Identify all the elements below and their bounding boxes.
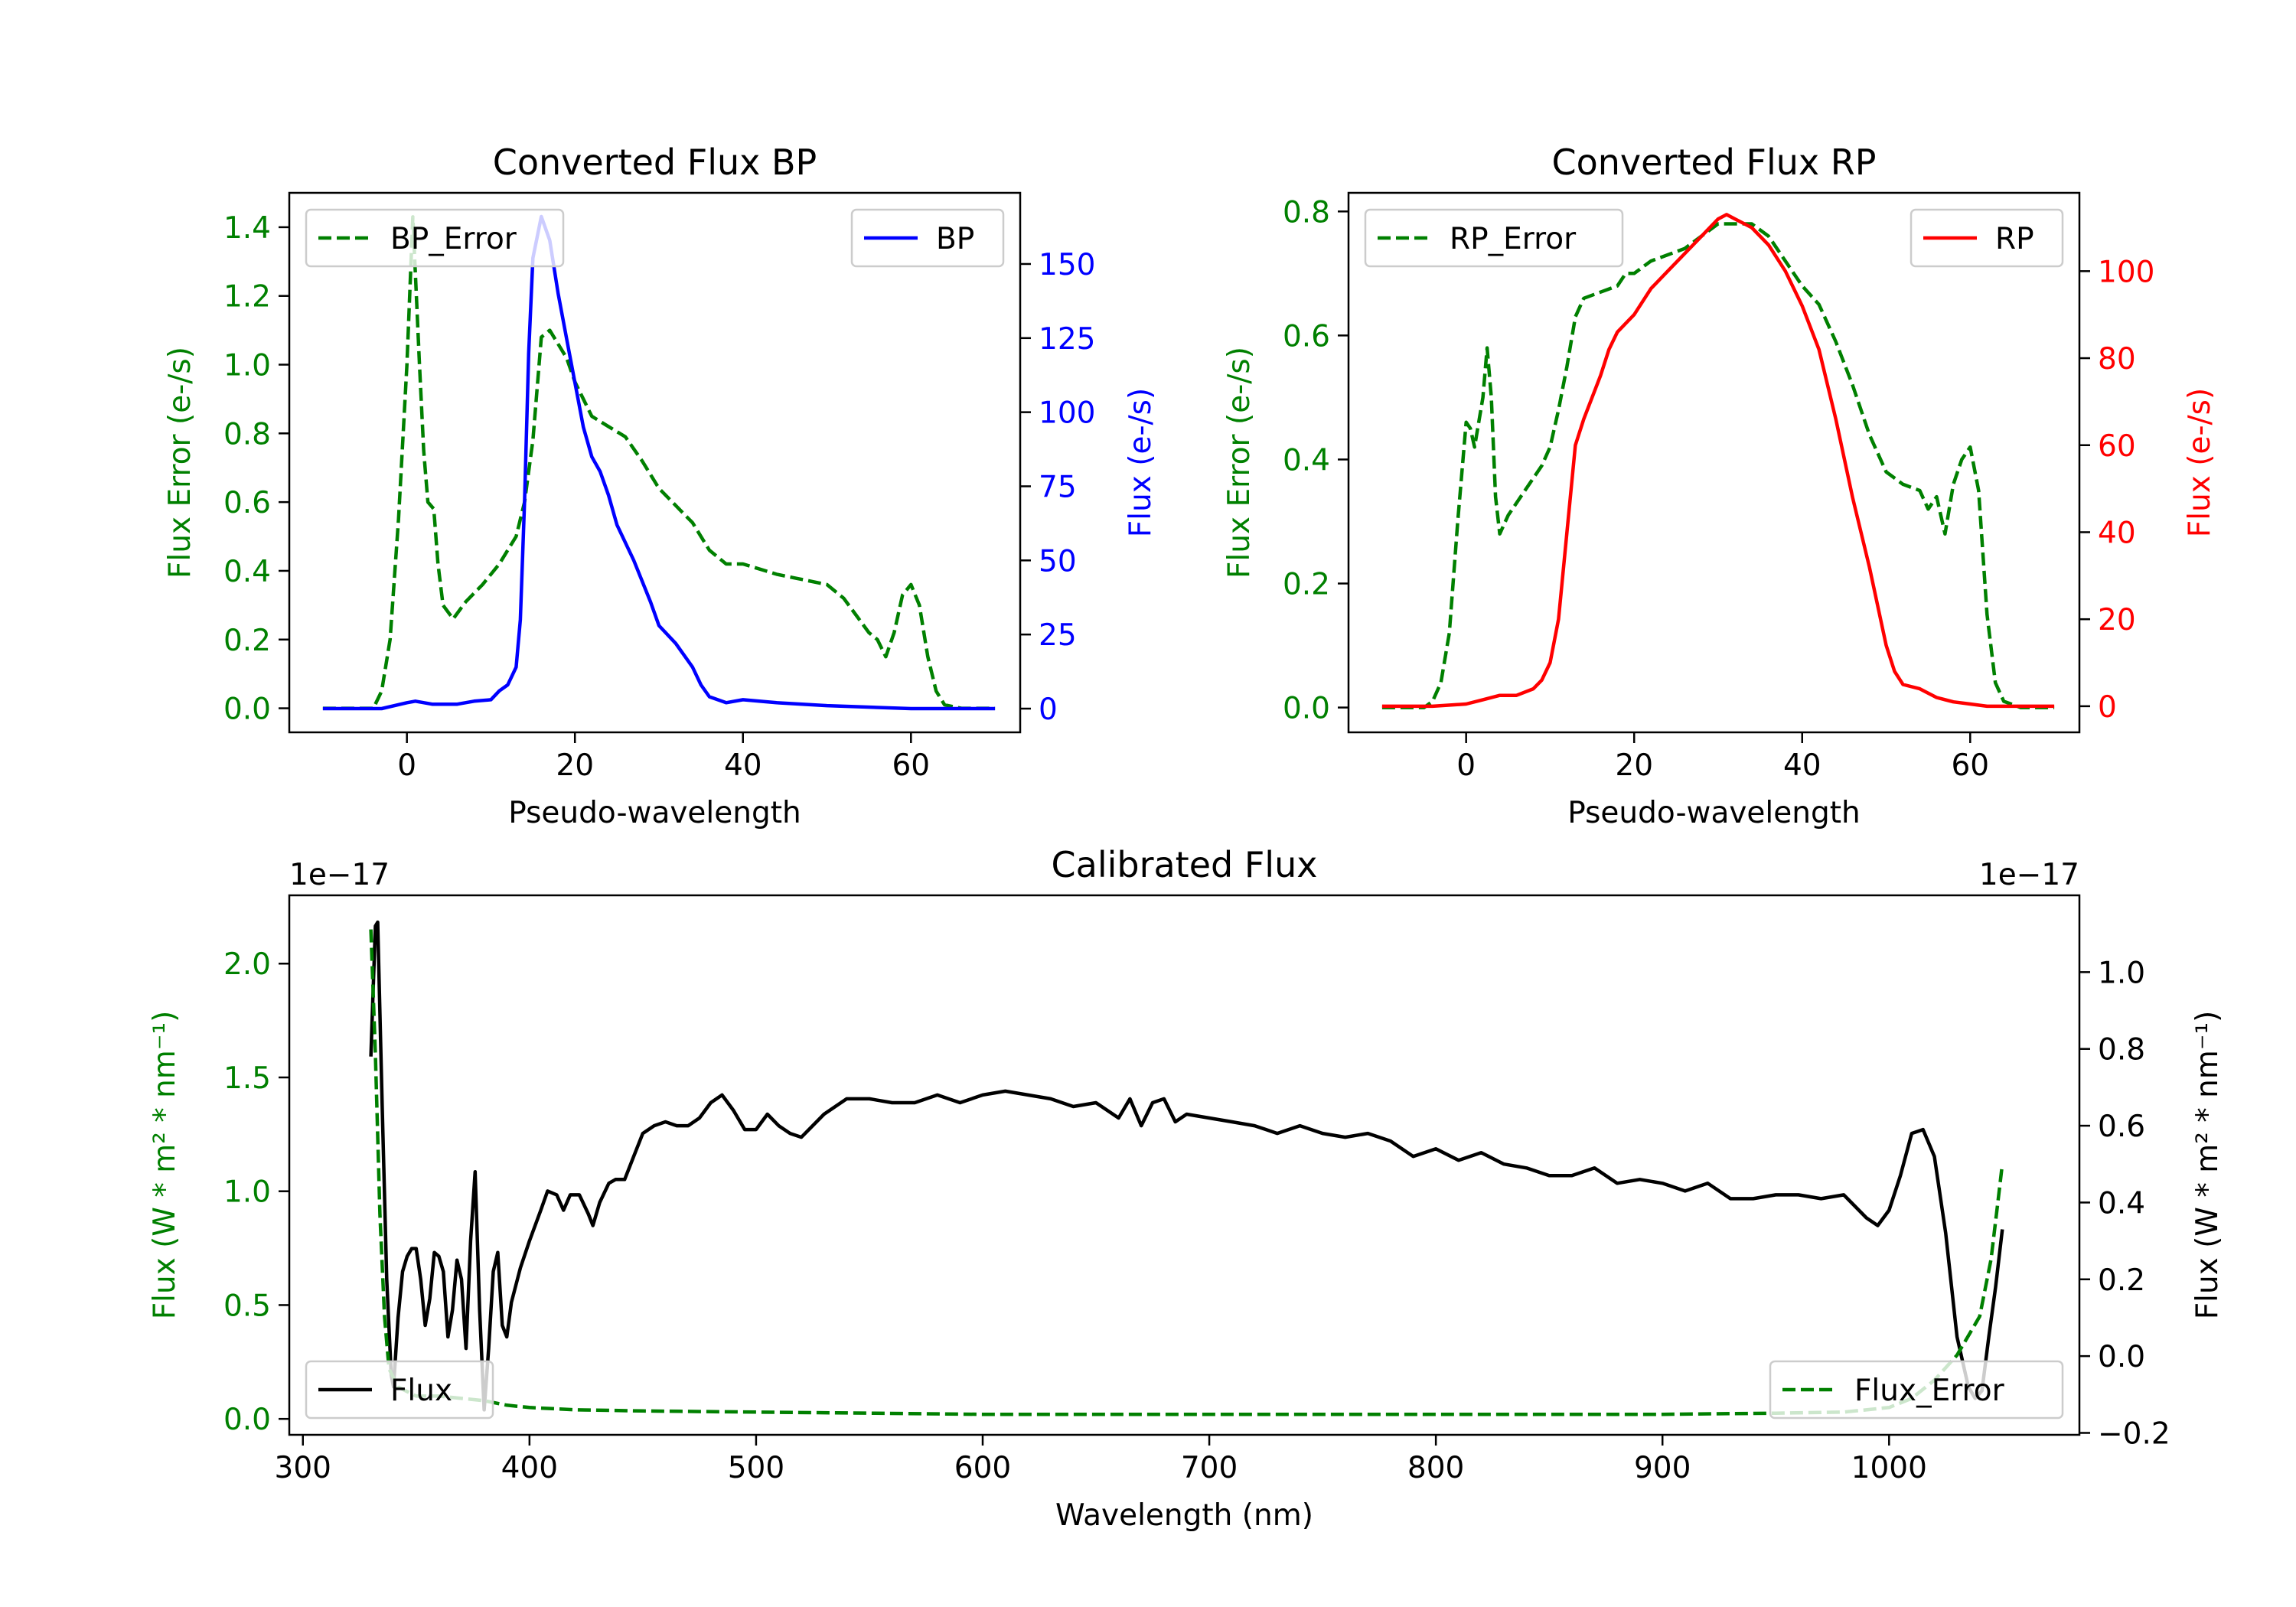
plot-frame (1347, 191, 2081, 734)
left-axis-label: Flux Error (e-/s) (163, 347, 197, 579)
legend-box (850, 208, 1005, 268)
right-tick-label: −0.2 (2098, 1416, 2170, 1451)
left-tick-label: 0.4 (1283, 443, 1330, 478)
left-tick-label: 0.6 (1283, 319, 1330, 354)
x-tick-label: 300 (275, 1451, 331, 1485)
legend-box (1364, 208, 1624, 268)
left-tick-label: 0.8 (1283, 195, 1330, 230)
left-tick-label: 0.8 (223, 417, 271, 451)
x-tick-label: 60 (1951, 748, 1989, 783)
right-tick-label: 0 (2098, 690, 2117, 725)
right-axis-label: Flux (e-/s) (2183, 388, 2217, 537)
x-tick-label: 40 (1783, 748, 1821, 783)
legend-box (305, 1360, 494, 1420)
left-tick-label: 0.6 (223, 486, 271, 520)
x-tick-label: 1000 (1851, 1451, 1927, 1485)
panel-bp: 0 20 40 60 0.0 0.2 0.4 0.6 0.8 1.0 1.2 1.4 0 25 50 75 10… (163, 142, 1158, 830)
x-tick-label: 20 (1615, 748, 1653, 783)
legend-rp: RP (1910, 208, 2064, 268)
x-tick-label: 0 (397, 748, 416, 783)
right-tick-label: 125 (1039, 322, 1095, 357)
right-exponent-label: 1e−17 (1979, 858, 2079, 892)
right-tick-label: 0.2 (2098, 1263, 2145, 1298)
right-tick-label: 25 (1039, 618, 1077, 653)
x-axis-label: Pseudo-wavelength (508, 796, 801, 830)
series-line-rp (1381, 213, 2055, 709)
left-tick-label: 2.0 (223, 947, 271, 982)
x-tick-label: 700 (1181, 1451, 1238, 1485)
left-tick-label: 0.0 (223, 693, 271, 727)
right-tick-label: 40 (2098, 516, 2136, 550)
right-tick-label: 100 (2098, 255, 2154, 289)
left-tick-label: 0.5 (223, 1289, 271, 1323)
left-tick-label: 1.0 (223, 1175, 271, 1210)
left-tick-label: 1.4 (223, 211, 271, 246)
plot-frame (288, 894, 2081, 1436)
right-tick-label: 0.4 (2098, 1186, 2145, 1221)
right-tick-label: 0.8 (2098, 1033, 2145, 1068)
x-tick-label: 40 (724, 748, 762, 783)
x-tick-label: 20 (556, 748, 594, 783)
panel-rp: 0 20 40 60 0.0 0.2 0.4 0.6 0.8 0 20 40 60 80 100 Conver… (1222, 142, 2217, 830)
legend-flux-error: Flux_Error (1769, 1360, 2064, 1420)
left-axis-label: Flux Error (e-/s) (1222, 347, 1257, 579)
left-axis-label: Flux (W * m² * nm⁻¹) (148, 1011, 182, 1320)
legend-label: RP_Error (1450, 222, 1577, 256)
series-line-flux (369, 920, 2004, 1412)
legend-box (1769, 1360, 2064, 1420)
x-axis-label: Pseudo-wavelength (1567, 796, 1860, 830)
left-tick-label: 0.0 (223, 1403, 271, 1437)
right-tick-label: 1.0 (2098, 956, 2145, 990)
left-tick-label: 0.2 (223, 624, 271, 658)
right-tick-label: 0.6 (2098, 1110, 2145, 1144)
left-tick-label: 0.0 (1283, 692, 1330, 726)
legend-label: RP (1995, 222, 2034, 256)
right-tick-label: 100 (1039, 396, 1095, 431)
chart-title: Converted Flux RP (1552, 142, 1877, 183)
panel-cal: 300 400 500 600 700 800 900 1000 0.0 0.5 1.0 1.5 2.0… (148, 844, 2225, 1533)
legend-box (305, 208, 565, 268)
x-tick-label: 600 (954, 1451, 1011, 1485)
right-tick-label: 0 (1039, 693, 1058, 727)
left-tick-label: 1.0 (223, 349, 271, 383)
left-tick-label: 1.5 (223, 1061, 271, 1096)
legend-label: BP (936, 222, 974, 256)
chart-title: Calibrated Flux (1052, 844, 1318, 885)
x-tick-label: 60 (892, 748, 930, 783)
left-tick-label: 1.2 (223, 280, 271, 315)
legend-label: Flux (390, 1374, 452, 1408)
x-axis-label: Wavelength (nm) (1055, 1498, 1313, 1533)
series-line-bp (322, 214, 996, 711)
legend-bp: BP (850, 208, 1005, 268)
left-tick-label: 0.4 (223, 555, 271, 589)
x-tick-label: 900 (1634, 1451, 1691, 1485)
x-tick-label: 400 (501, 1451, 558, 1485)
right-tick-label: 75 (1039, 470, 1077, 504)
legend-bp-error: BP_Error (305, 208, 565, 268)
x-tick-label: 800 (1407, 1451, 1464, 1485)
right-tick-label: 20 (2098, 603, 2136, 637)
legend-label: Flux_Error (1854, 1374, 2005, 1408)
series-line-bp-error (322, 215, 996, 710)
right-axis-label: Flux (e-/s) (1124, 388, 1158, 537)
left-exponent-label: 1e−17 (289, 858, 390, 892)
legend-rp-error: RP_Error (1364, 208, 1624, 268)
series-line-rp-error (1381, 222, 2055, 709)
left-tick-label: 0.2 (1283, 568, 1330, 602)
legend-box (1910, 208, 2064, 268)
right-tick-label: 80 (2098, 342, 2136, 376)
x-tick-label: 500 (728, 1451, 784, 1485)
legend-flux: Flux (305, 1360, 494, 1420)
chart-title: Converted Flux BP (493, 142, 817, 183)
plot-frame (288, 191, 1022, 734)
legend-label: BP_Error (390, 222, 517, 256)
right-tick-label: 0.0 (2098, 1340, 2145, 1374)
right-tick-label: 50 (1039, 544, 1077, 579)
right-tick-label: 60 (2098, 429, 2136, 464)
right-tick-label: 150 (1039, 248, 1095, 282)
right-axis-label: Flux (W * m² * nm⁻¹) (2190, 1011, 2225, 1320)
x-tick-label: 0 (1456, 748, 1476, 783)
